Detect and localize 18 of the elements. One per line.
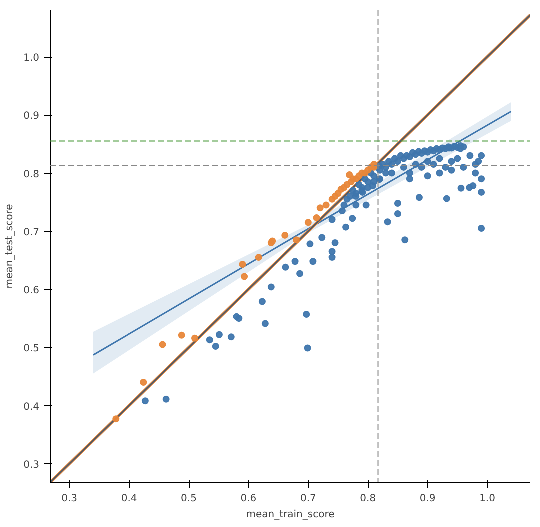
y-tick-label: 0.3 bbox=[24, 460, 40, 471]
y-axis-title: mean_test_score bbox=[4, 204, 16, 289]
x-tick-label: 0.3 bbox=[62, 494, 78, 504]
x-tick-label: 0.9 bbox=[420, 494, 436, 504]
y-tick-label: 0.5 bbox=[24, 344, 40, 355]
x-tick-label: 0.8 bbox=[360, 494, 376, 504]
x-tick-label: 0.7 bbox=[300, 494, 316, 504]
x-tick-label: 0.5 bbox=[181, 494, 197, 504]
y-tick-label: 0.7 bbox=[24, 227, 40, 238]
y-tick-label: 0.4 bbox=[24, 402, 40, 413]
x-tick-label: 0.4 bbox=[121, 494, 138, 504]
y-tick-label: 1.0 bbox=[24, 53, 40, 64]
x-tick-label: 1.0 bbox=[480, 494, 496, 504]
x-tick-label: 0.6 bbox=[240, 494, 257, 504]
y-tick-label: 0.6 bbox=[24, 286, 40, 297]
y-tick-label: 0.8 bbox=[24, 169, 40, 180]
x-axis-title: mean_train_score bbox=[246, 510, 335, 520]
y-tick-label: 0.9 bbox=[24, 111, 40, 122]
